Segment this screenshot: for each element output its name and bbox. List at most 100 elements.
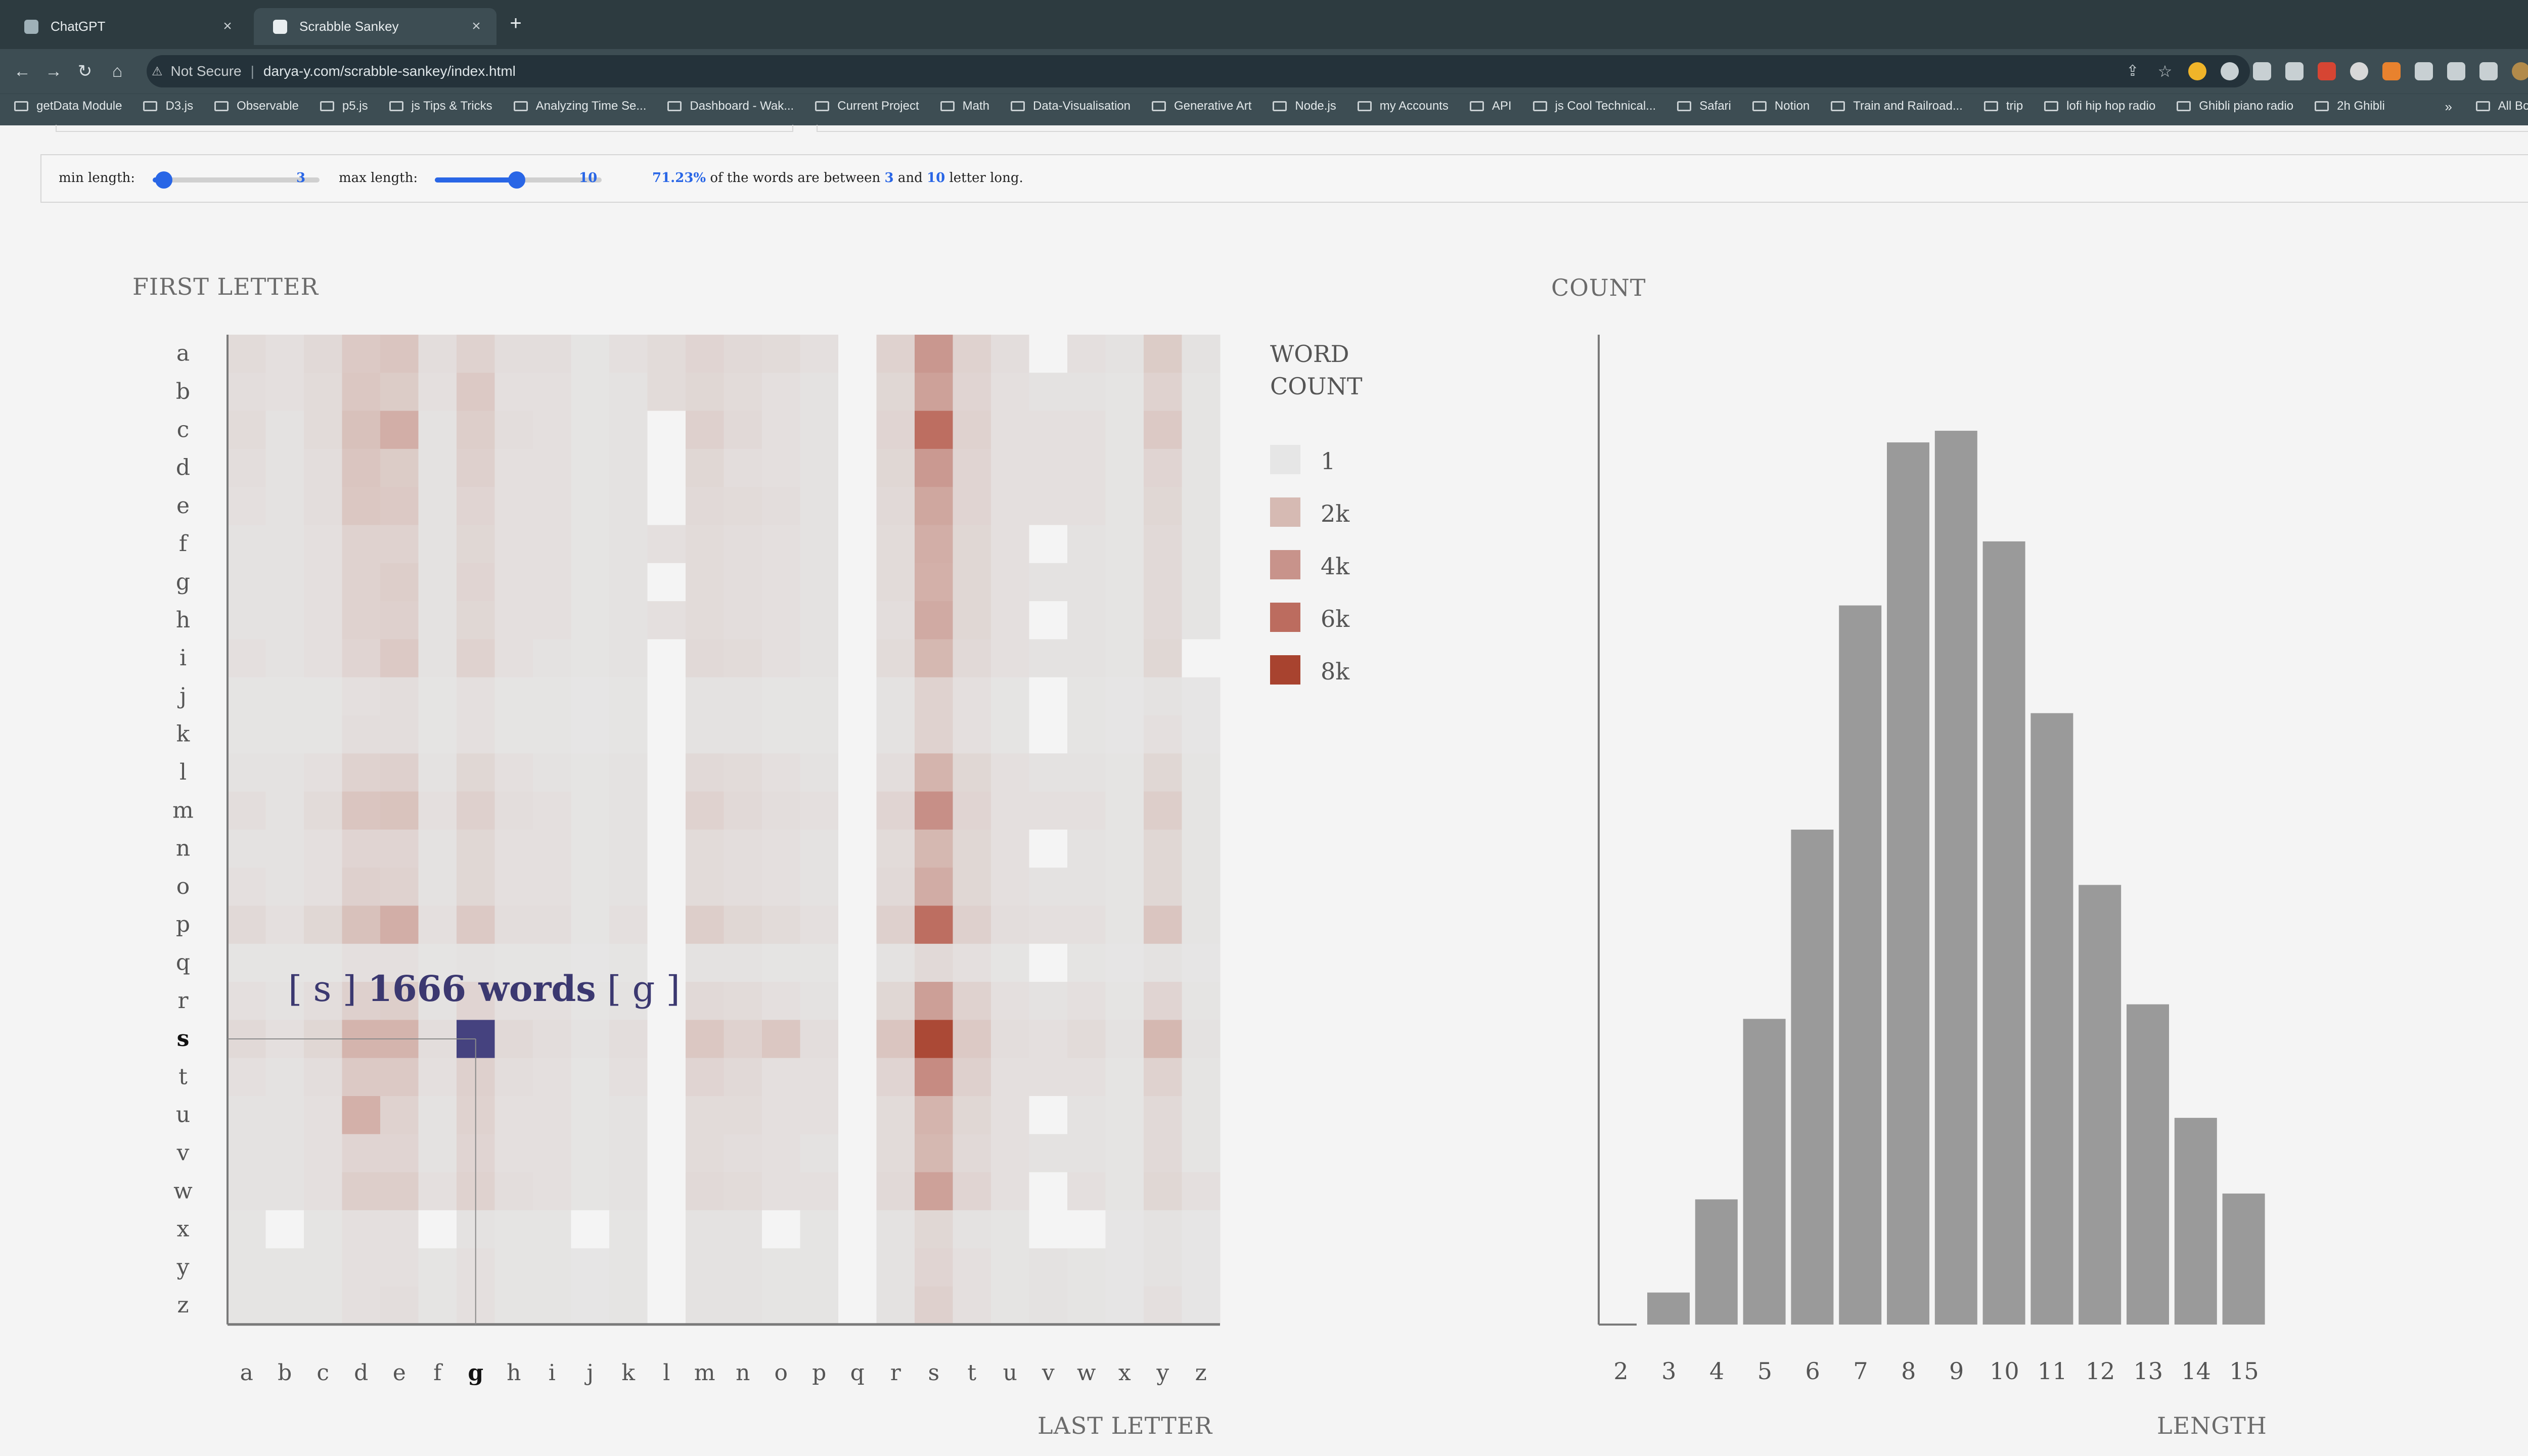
heatmap-cell-x-d[interactable] [342,1210,381,1249]
heatmap-cell-d-g[interactable] [457,448,495,487]
heatmap-cell-x-x[interactable] [1105,1210,1144,1249]
heatmap-cell-b-u[interactable] [991,373,1029,412]
heatmap-cell-d-n[interactable] [724,448,762,487]
heatmap-cell-o-d[interactable] [342,868,381,906]
heatmap-cell-w-q[interactable] [838,1172,877,1211]
heatmap-cell-d-w[interactable] [1067,448,1106,487]
heatmap-cell-h-s[interactable] [915,601,953,640]
heatmap-cell-o-a[interactable] [228,868,266,906]
heatmap-cell-y-l[interactable] [647,1248,686,1287]
heatmap-cell-y-h[interactable] [494,1248,533,1287]
heatmap-cell-y-n[interactable] [724,1248,762,1287]
heatmap-cell-s-q[interactable] [838,1020,877,1059]
heatmap-cell-e-d[interactable] [342,487,381,525]
heatmap-cell-b-n[interactable] [724,373,762,412]
heatmap-cell-n-v[interactable] [1029,829,1068,868]
heatmap-cell-j-h[interactable] [494,677,533,716]
heatmap-cell-c-g[interactable] [457,411,495,449]
heatmap-cell-j-r[interactable] [876,677,915,716]
heatmap-cell-k-b[interactable] [265,715,304,754]
heatmap-cell-s-l[interactable] [647,1020,686,1059]
heatmap-cell-x-k[interactable] [609,1210,648,1249]
heatmap-cell-o-p[interactable] [800,868,839,906]
heatmap-cell-g-j[interactable] [571,563,610,602]
heatmap-cell-j-j[interactable] [571,677,610,716]
heatmap-cell-v-v[interactable] [1029,1134,1068,1173]
heatmap-cell-f-s[interactable] [915,525,953,564]
heatmap-cell-k-i[interactable] [533,715,571,754]
heatmap-cell-n-y[interactable] [1144,829,1182,868]
heatmap-cell-o-b[interactable] [265,868,304,906]
heatmap-cell-o-u[interactable] [991,868,1029,906]
heatmap-cell-m-c[interactable] [304,791,342,830]
heatmap-cell-j-f[interactable] [418,677,457,716]
heatmap-cell-h-q[interactable] [838,601,877,640]
heatmap-cell-u-z[interactable] [1182,1096,1221,1134]
heatmap-cell-z-l[interactable] [647,1286,686,1325]
heatmap-cell-o-c[interactable] [304,868,342,906]
heatmap-cell-k-f[interactable] [418,715,457,754]
heatmap-cell-f-h[interactable] [494,525,533,564]
tab-scrabble-sankey[interactable]: Scrabble Sankey × [254,8,496,45]
all-bookmarks-button[interactable]: All Bookmarks [2475,99,2528,113]
heatmap-cell-s-k[interactable] [609,1020,648,1059]
extension-orange-icon[interactable] [2382,62,2401,80]
heatmap-cell-t-y[interactable] [1144,1058,1182,1097]
heatmap-cell-g-r[interactable] [876,563,915,602]
heatmap-cell-p-c[interactable] [304,905,342,944]
heatmap-cell-t-e[interactable] [380,1058,419,1097]
heatmap-cell-f-o[interactable] [762,525,800,564]
heatmap-cell-l-v[interactable] [1029,753,1068,792]
back-icon[interactable]: ← [14,62,31,81]
heatmap-cell-k-s[interactable] [915,715,953,754]
heatmap-cell-r-o[interactable] [762,982,800,1020]
heatmap-cell-x-e[interactable] [380,1210,419,1249]
heatmap-cell-l-p[interactable] [800,753,839,792]
heatmap-cell-u-j[interactable] [571,1096,610,1134]
heatmap-cell-e-p[interactable] [800,487,839,525]
heatmap-cell-v-w[interactable] [1067,1134,1106,1173]
heatmap-cell-v-n[interactable] [724,1134,762,1173]
heatmap-cell-a-l[interactable] [647,335,686,373]
heatmap-cell-x-z[interactable] [1182,1210,1221,1249]
heatmap-cell-q-b[interactable] [265,943,304,982]
heatmap-cell-j-g[interactable] [457,677,495,716]
heatmap-cell-u-n[interactable] [724,1096,762,1134]
heatmap-cell-a-f[interactable] [418,335,457,373]
heatmap-cell-r-c[interactable] [304,982,342,1020]
heatmap-cell-w-c[interactable] [304,1172,342,1211]
heatmap-cell-w-k[interactable] [609,1172,648,1211]
heatmap-cell-v-z[interactable] [1182,1134,1221,1173]
heatmap-cell-e-f[interactable] [418,487,457,525]
heatmap-cell-a-k[interactable] [609,335,648,373]
heatmap-cell-o-g[interactable] [457,868,495,906]
heatmap-cell-h-l[interactable] [647,601,686,640]
heatmap-cell-r-f[interactable] [418,982,457,1020]
heatmap-cell-s-s[interactable] [915,1020,953,1059]
bookmark-item[interactable]: 2h Ghibli [2315,99,2385,113]
heatmap-cell-y-w[interactable] [1067,1248,1106,1287]
heatmap-cell-x-u[interactable] [991,1210,1029,1249]
heatmap-cell-q-o[interactable] [762,943,800,982]
heatmap-cell-n-a[interactable] [228,829,266,868]
heatmap-cell-w-r[interactable] [876,1172,915,1211]
heatmap-cell-v-s[interactable] [915,1134,953,1173]
heatmap-cell-d-t[interactable] [953,448,991,487]
heatmap-cell-i-b[interactable] [265,639,304,678]
heatmap-cell-m-f[interactable] [418,791,457,830]
heatmap-cell-w-p[interactable] [800,1172,839,1211]
heatmap-cell-i-v[interactable] [1029,639,1068,678]
heatmap-cell-t-x[interactable] [1105,1058,1144,1097]
heatmap-cell-x-l[interactable] [647,1210,686,1249]
heatmap-cell-j-z[interactable] [1182,677,1221,716]
extension-edit-icon[interactable] [2253,62,2271,80]
heatmap-cell-t-w[interactable] [1067,1058,1106,1097]
heatmap-cell-o-v[interactable] [1029,868,1068,906]
heatmap-cell-d-m[interactable] [686,448,724,487]
bar-length-3[interactable] [1647,1292,1690,1325]
bookmark-item[interactable]: trip [1983,99,2023,113]
heatmap-cell-h-p[interactable] [800,601,839,640]
heatmap-cell-a-z[interactable] [1182,335,1221,373]
heatmap-cell-d-c[interactable] [304,448,342,487]
heatmap-cell-x-i[interactable] [533,1210,571,1249]
